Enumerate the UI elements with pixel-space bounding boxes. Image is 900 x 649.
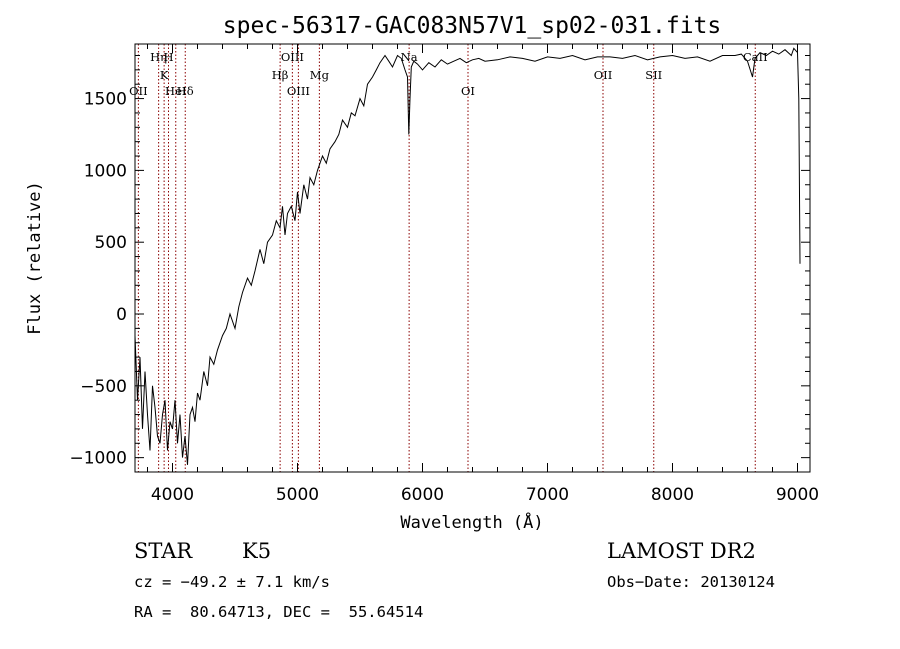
y-tick-label-0: −1000: [69, 449, 127, 469]
x-tick-label-1: 5000: [276, 485, 319, 505]
marker-label-6: Hβ: [272, 68, 289, 82]
y-tick-label-4: 1000: [84, 161, 127, 181]
marker-label-3: H: [163, 50, 173, 64]
x-tick-label-2: 6000: [401, 485, 444, 505]
marker-label-10: Na: [401, 50, 418, 64]
y-tick-label-3: 500: [95, 233, 127, 253]
observation-date: Obs−Date: 20130124: [607, 573, 775, 591]
marker-label-12: OII: [594, 68, 613, 82]
x-tick-label-4: 8000: [651, 485, 694, 505]
x-axis: 4000 5000 6000 7000 8000 9000: [147, 44, 819, 505]
survey-name: LAMOST DR2: [607, 539, 756, 563]
chart-title: spec-56317-GAC083N57V1_sp02-031.fits: [223, 13, 722, 39]
marker-label-8: OIII: [287, 84, 310, 98]
redshift-value: cz = −49.2 ± 7.1 km/s: [134, 573, 330, 591]
marker-label-4: HeI: [165, 84, 186, 98]
y-tick-label-1: −500: [80, 377, 127, 397]
y-tick-label-2: 0: [116, 305, 127, 325]
marker-label-14: CaII: [743, 50, 768, 64]
marker-label-5: Hδ: [177, 84, 194, 98]
x-tick-label-0: 4000: [151, 485, 194, 505]
y-axis-label: Flux (relative): [25, 181, 45, 335]
y-axis: −1000 −500 0 500 1000 1500: [69, 54, 810, 469]
y-tick-label-5: 1500: [84, 90, 127, 110]
marker-label-11: OI: [461, 84, 475, 98]
marker-label-7: OIII: [281, 50, 304, 64]
spectrum-series-line: [134, 47, 801, 465]
x-tick-label-3: 7000: [526, 485, 569, 505]
coordinates: RA = 80.64713, DEC = 55.64514: [134, 603, 424, 621]
x-axis-label: Wavelength (Å): [400, 511, 543, 533]
marker-label-1: Hη: [150, 50, 167, 64]
marker-label-2: K: [160, 68, 169, 82]
object-class: STAR: [134, 539, 193, 563]
marker-label-9: Mg: [310, 68, 330, 82]
plot-frame: [134, 43, 811, 473]
marker-label-0: OII: [129, 84, 148, 98]
spectral-subclass: K5: [242, 539, 272, 563]
marker-label-13: SII: [645, 68, 662, 82]
x-tick-label-5: 9000: [776, 485, 819, 505]
